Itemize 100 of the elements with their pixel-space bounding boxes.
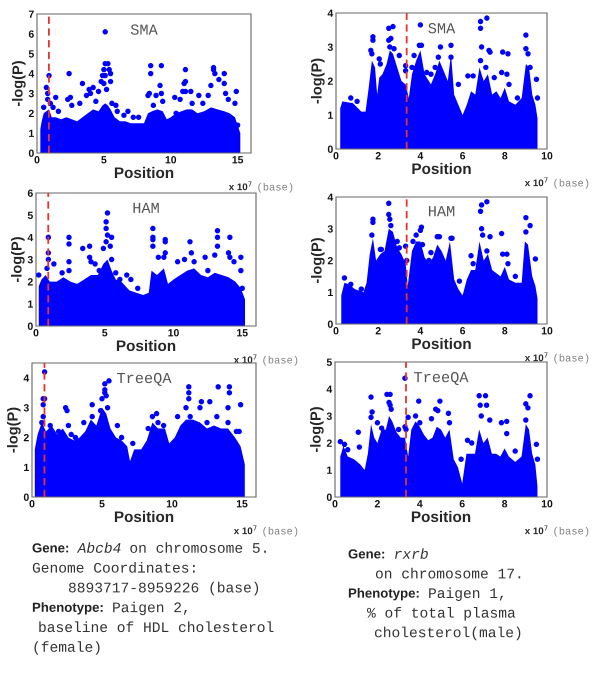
y-tick-label: 2	[328, 78, 333, 85]
x-tick-label: 10	[542, 500, 552, 508]
text: % of total plasma	[367, 607, 516, 621]
text: Paigen 2,	[113, 602, 187, 616]
x-tick-label: 4	[417, 500, 423, 508]
y-axis-title: -log(P)	[310, 58, 325, 104]
text: (base)	[554, 526, 588, 537]
text: x 10$^{7}$	[228, 181, 252, 190]
y-tick-label: 2	[28, 278, 33, 286]
x-tick-label: 5	[102, 329, 108, 336]
text: Genome Coordinates:	[32, 562, 195, 573]
text: baseline of HDL cholesterol	[39, 621, 274, 632]
text: (base)	[263, 356, 298, 366]
x-tick-label: 0	[334, 327, 338, 334]
chart-title: HAM	[428, 206, 454, 216]
text: Phenotype:	[32, 602, 103, 615]
y-tick-label: 2	[24, 434, 29, 442]
text: x 10$^{7}$	[524, 352, 548, 362]
y-tick-label: 2	[326, 440, 332, 447]
text: (female)	[34, 641, 100, 655]
text: rxrb	[394, 548, 428, 559]
x-tick-label: 2	[376, 327, 381, 334]
text: 8893717-8959226 (base)	[68, 582, 258, 596]
x-axis-title: Position	[114, 510, 174, 522]
y-tick-label: 1	[328, 288, 333, 296]
y-tick-label: 1	[327, 466, 332, 474]
text: Phenotype:	[348, 588, 419, 600]
text: (base)	[554, 354, 588, 364]
x-tick-label: 0	[34, 156, 40, 164]
y-tick-label: 4	[28, 70, 34, 78]
text: cholesterol(male)	[374, 626, 520, 640]
y-tick-label: 6	[28, 190, 33, 197]
y-tick-label: 2	[328, 257, 333, 264]
x-tick-label: 10	[168, 329, 179, 336]
x-tick-label: 8	[502, 500, 508, 508]
y-tick-label: 3	[328, 225, 333, 233]
text: x 10$^{7}$	[524, 525, 548, 534]
y-tick-label: 5	[28, 50, 34, 58]
y-tick-label: 7	[28, 10, 34, 18]
x-axis-title: Position	[412, 510, 470, 522]
y-tick-label: 0	[328, 146, 333, 153]
x-tick-label: 8	[502, 327, 508, 334]
y-tick-label: 4	[24, 374, 30, 382]
x-axis-title: Position	[412, 162, 471, 174]
x-tick-label: 0	[334, 152, 338, 160]
x-tick-label: 15	[236, 500, 248, 508]
y-tick-label: 2	[28, 110, 34, 118]
x-tick-label: 10	[542, 327, 552, 334]
text: SMA	[130, 24, 158, 35]
text: x 10$^{7}$	[524, 177, 548, 186]
x-tick-label: 4	[418, 327, 424, 334]
text: Gene:	[32, 543, 68, 553]
x-tick-label: 6	[460, 500, 465, 508]
y-tick-label: 1	[29, 130, 34, 137]
y-tick-label: 3	[328, 44, 333, 51]
x-tick-label: 5	[101, 156, 106, 164]
x-axis-title: Position	[114, 166, 174, 178]
y-axis-title: -log(P)	[310, 407, 324, 452]
text: on chromosome 17.	[376, 568, 520, 579]
y-tick-label: 4	[328, 194, 334, 201]
x-tick-label: 10	[166, 500, 178, 508]
y-tick-label: 1	[328, 112, 333, 119]
y-tick-label: 1	[28, 300, 33, 308]
x-tick-label: 8	[502, 152, 508, 160]
y-tick-label: 4	[328, 10, 334, 17]
y-tick-label: 3	[28, 90, 34, 98]
y-tick-label: 6	[28, 30, 34, 38]
y-axis-title: -log(P)	[10, 237, 25, 282]
y-tick-label: 0	[326, 494, 332, 501]
y-tick-label: 3	[326, 412, 332, 420]
y-tick-label: 0	[24, 494, 29, 501]
x-tick-label: 15	[232, 156, 244, 164]
y-tick-label: 5	[28, 212, 33, 220]
text: TreeQA	[117, 372, 172, 386]
text: TreeQA	[414, 372, 468, 386]
x-tick-label: 2	[376, 152, 381, 160]
y-axis-title: -log(P)	[310, 238, 325, 284]
text: Paigen 1,	[429, 587, 503, 601]
x-axis-title: Position	[116, 340, 176, 352]
text: x 10$^{7}$	[234, 525, 257, 534]
chart-title: SMA	[428, 23, 456, 34]
text: (base)	[263, 526, 298, 537]
chart-title: HAM	[133, 202, 159, 213]
text: Gene:	[348, 549, 384, 559]
y-tick-label: 3	[24, 404, 29, 412]
y-tick-label: 4	[326, 386, 332, 393]
x-tick-label: 10	[542, 152, 552, 160]
x-tick-label: 6	[460, 152, 466, 160]
text: (base)	[258, 182, 292, 193]
x-tick-label: 15	[237, 329, 248, 336]
x-axis-title: Position	[412, 338, 471, 350]
y-axis-title: -log(P)	[6, 408, 21, 453]
x-tick-label: 4	[418, 152, 424, 160]
x-tick-label: 5	[99, 500, 105, 508]
text: on chromosome 5.	[130, 542, 266, 553]
text: Abcb4	[76, 542, 121, 553]
y-axis-title: -log(P)	[12, 61, 26, 106]
text: (base)	[554, 178, 588, 189]
y-tick-label: 0	[328, 320, 333, 328]
x-tick-label: 10	[166, 156, 176, 164]
